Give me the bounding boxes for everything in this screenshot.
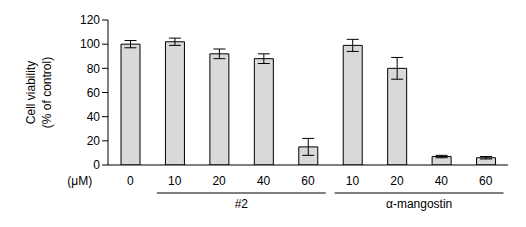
svg-text:10: 10 [346, 174, 360, 188]
svg-text:20: 20 [87, 134, 101, 148]
svg-text:Cell viability: Cell viability [24, 61, 38, 124]
svg-text:60: 60 [479, 174, 493, 188]
svg-text:#2: #2 [235, 197, 249, 211]
svg-text:60: 60 [87, 86, 101, 100]
svg-text:40: 40 [257, 174, 271, 188]
svg-text:40: 40 [435, 174, 449, 188]
svg-text:10: 10 [168, 174, 182, 188]
svg-text:α-mangostin: α-mangostin [386, 197, 452, 211]
svg-text:60: 60 [301, 174, 315, 188]
svg-text:(μM): (μM) [67, 174, 92, 188]
svg-text:120: 120 [80, 13, 100, 27]
svg-text:(% of control): (% of control) [40, 57, 54, 128]
svg-text:20: 20 [390, 174, 404, 188]
svg-text:0: 0 [93, 158, 100, 172]
svg-text:40: 40 [87, 110, 101, 124]
svg-text:20: 20 [212, 174, 226, 188]
svg-text:80: 80 [87, 62, 101, 76]
svg-text:0: 0 [127, 174, 134, 188]
svg-text:100: 100 [80, 37, 100, 51]
